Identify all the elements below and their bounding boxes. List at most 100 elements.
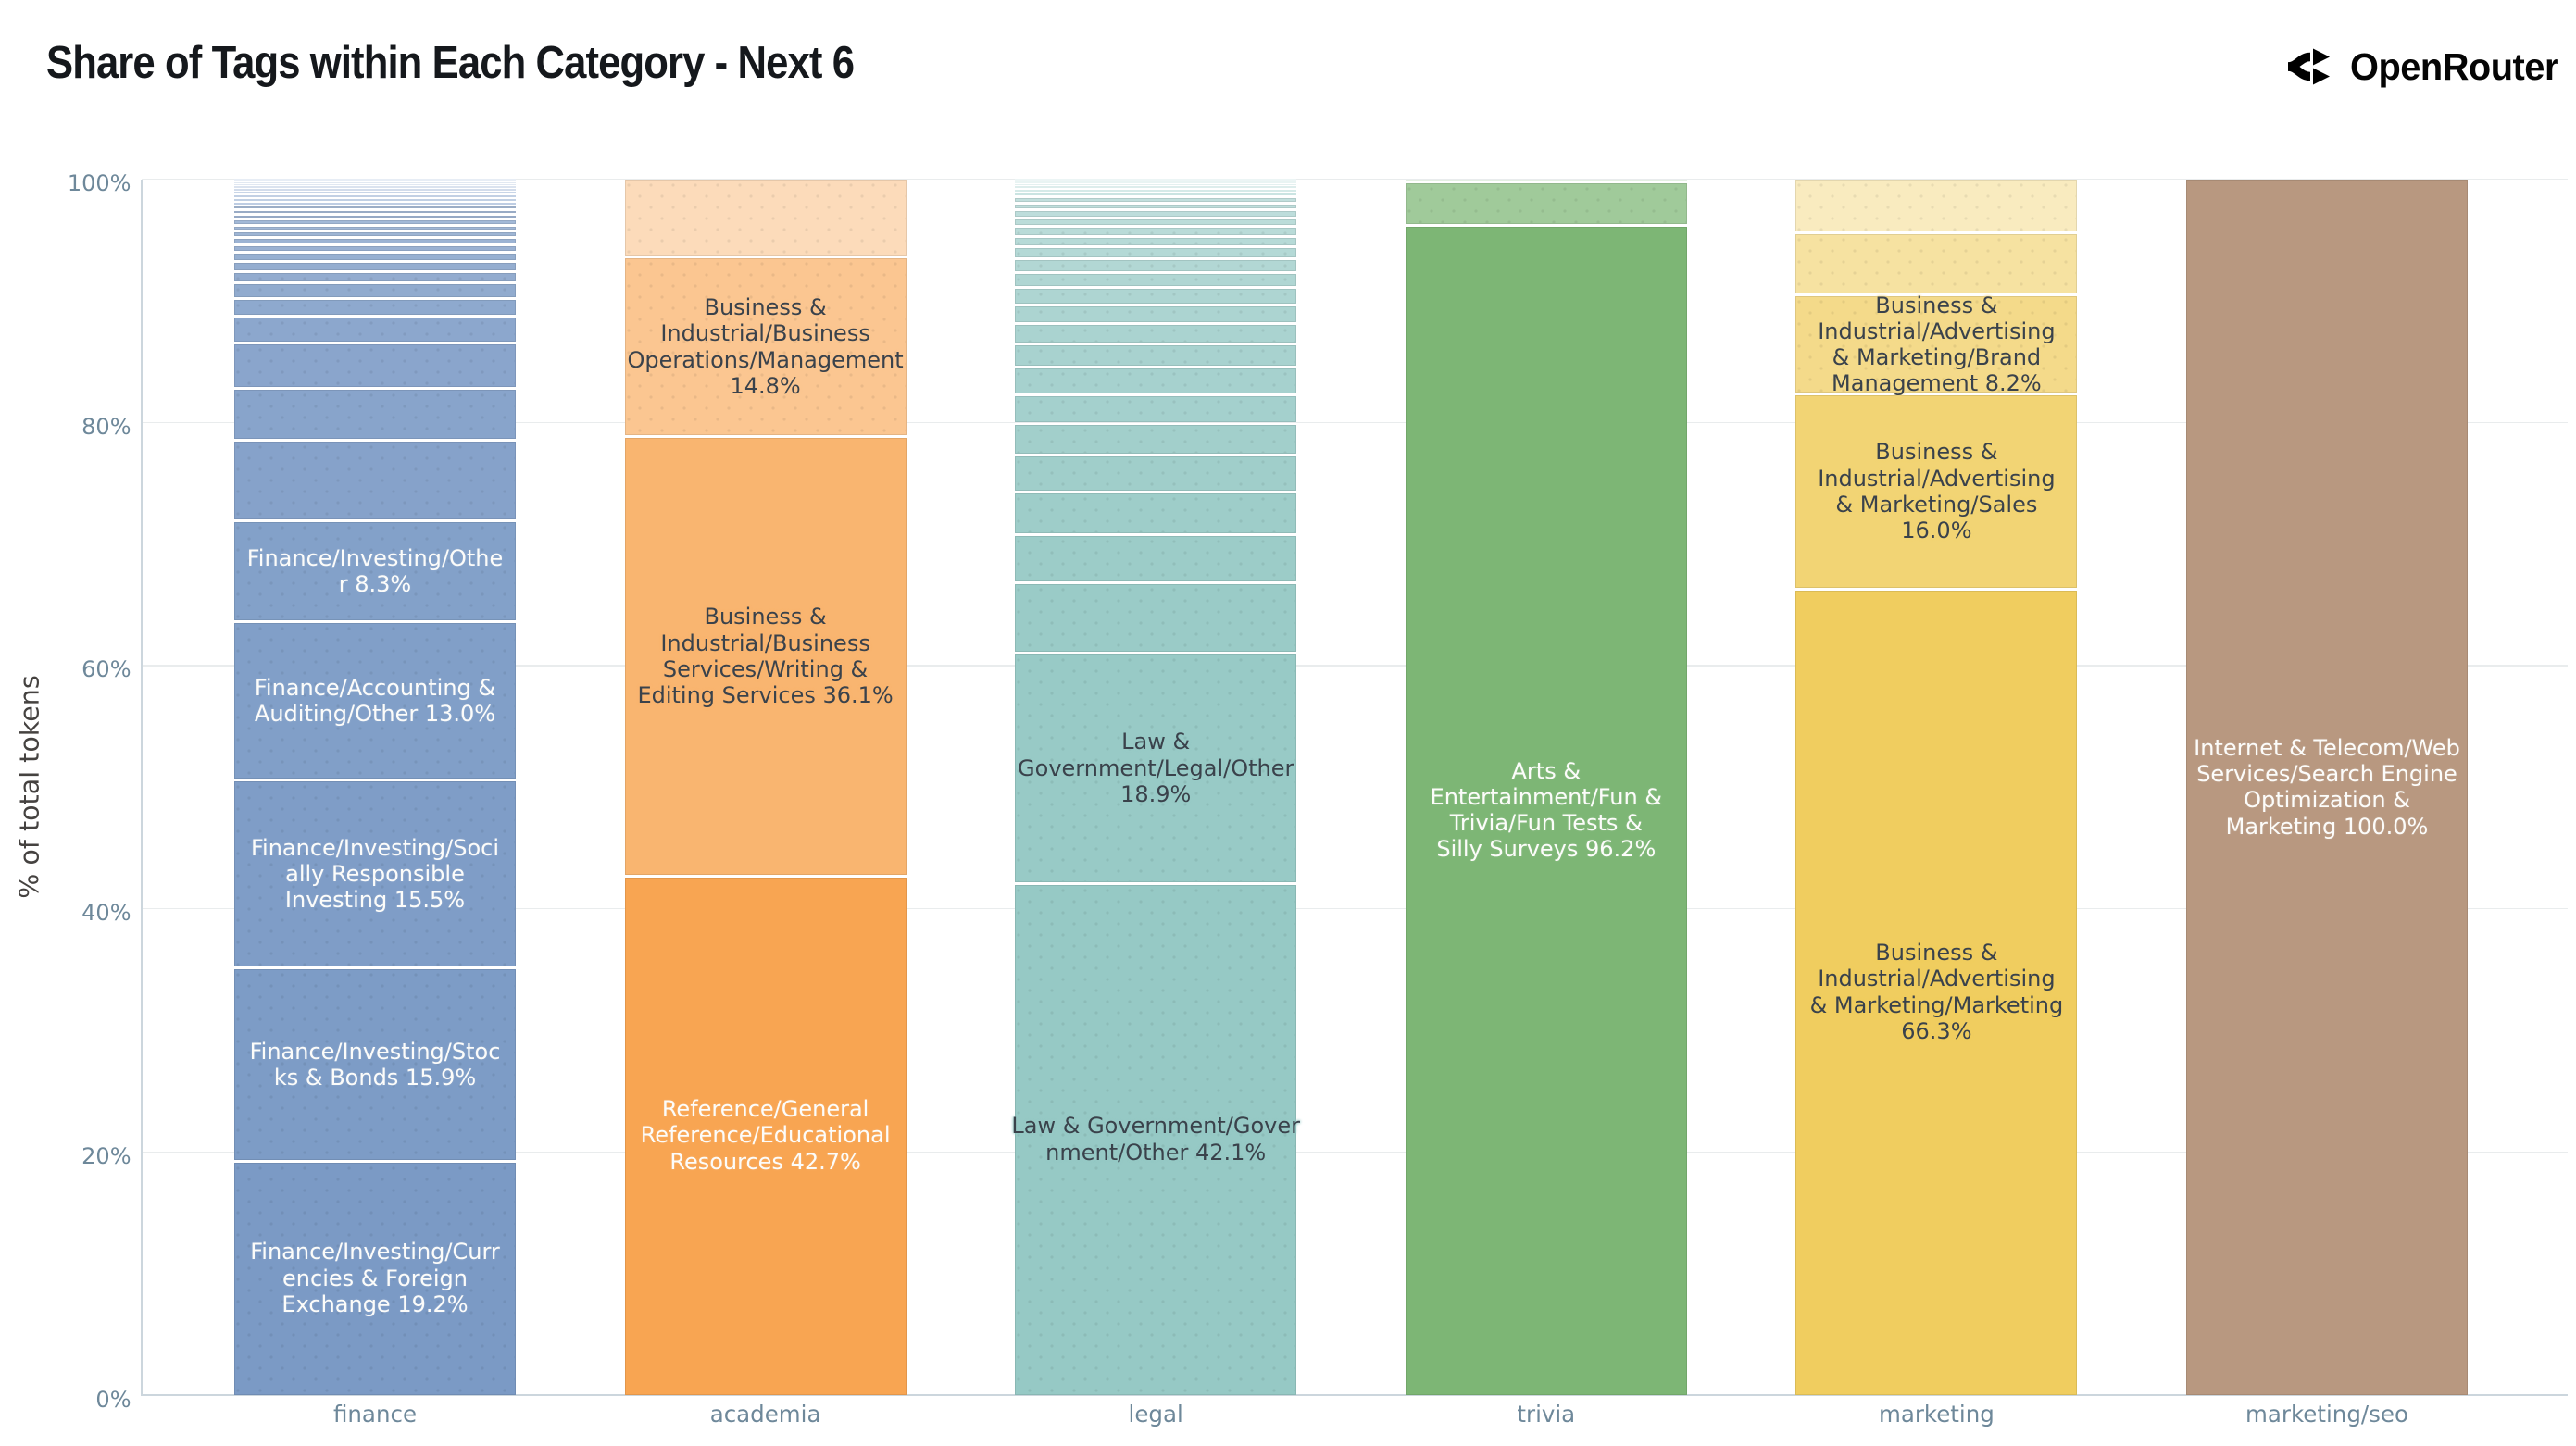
x-tick-label-marketing/seo: marketing/seo (2245, 1401, 2408, 1427)
brand-name: OpenRouter (2350, 44, 2559, 88)
segment-finance-21 (234, 206, 516, 209)
segment-finance-30 (234, 180, 516, 182)
segment-legal-2 (1015, 583, 1297, 653)
segment-academia-2 (624, 258, 907, 436)
segment-legal-26 (1015, 181, 1297, 183)
segment-marketing-4 (1795, 179, 2078, 231)
segment-academia-1 (624, 438, 907, 875)
page-title: Share of Tags within Each Category - Nex… (46, 38, 855, 88)
segment-legal-21 (1015, 197, 1297, 202)
gridline-40% (142, 907, 2568, 910)
segment-finance-32 (234, 179, 516, 181)
segment-marketing-3 (1795, 233, 2078, 293)
y-tick-label-40%: 40% (81, 900, 131, 927)
bar-finance: Finance/Investing/Curr encies & Foreign Ex… (234, 179, 516, 1396)
segment-marketing-1 (1795, 395, 2078, 588)
segment-legal-14 (1015, 260, 1297, 271)
segment-finance-20 (234, 210, 516, 214)
segment-legal-11 (1015, 305, 1297, 322)
segment-finance-24 (234, 194, 516, 197)
segment-legal-5 (1015, 456, 1297, 492)
segment-finance-18 (234, 220, 516, 224)
segment-legal-25 (1015, 183, 1297, 186)
x-tick-label-trivia: trivia (1517, 1401, 1576, 1427)
segment-legal-7 (1015, 395, 1297, 422)
segment-legal-16 (1015, 238, 1297, 246)
segment-legal-24 (1015, 186, 1297, 189)
segment-finance-15 (234, 239, 516, 243)
segment-marketing/seo-0 (2186, 179, 2468, 1395)
segment-legal-10 (1015, 324, 1297, 343)
segment-legal-18 (1015, 219, 1297, 226)
segment-finance-11 (234, 272, 516, 281)
segment-legal-17 (1015, 228, 1297, 236)
segment-legal-27 (1015, 180, 1297, 181)
segment-finance-1 (234, 969, 516, 1161)
segment-academia-3 (624, 179, 907, 256)
segment-trivia-2 (1405, 180, 1687, 181)
y-tick-label-100%: 100% (67, 170, 131, 196)
segment-legal-6 (1015, 424, 1297, 455)
segment-finance-7 (234, 344, 516, 387)
segment-finance-2 (234, 780, 516, 967)
segment-finance-0 (234, 1163, 516, 1395)
segment-academia-0 (624, 877, 907, 1395)
y-axis-title: % of total tokens (14, 675, 45, 899)
segment-legal-23 (1015, 189, 1297, 192)
segment-finance-6 (234, 389, 516, 440)
bar-trivia: Arts & Entertainment/Fun & Trivia/Fun Test… (1405, 180, 1687, 1396)
x-tick-label-marketing: marketing (1878, 1401, 1995, 1427)
gridline-0% (142, 1394, 2568, 1396)
bar-marketing/seo: Internet & Telecom/Web Services/Search En… (2186, 179, 2468, 1395)
gridline-20% (142, 1151, 2568, 1153)
openrouter-logo-icon (2288, 48, 2331, 85)
segment-finance-23 (234, 198, 516, 201)
x-tick-label-legal: legal (1128, 1401, 1183, 1427)
segment-finance-17 (234, 226, 516, 231)
segment-legal-4 (1015, 493, 1297, 534)
bar-legal: Law & Government/Gover nment/Other 42.1% L… (1011, 179, 1300, 1396)
segment-finance-26 (234, 188, 516, 191)
segment-finance-16 (234, 232, 516, 237)
segment-finance-14 (234, 245, 516, 251)
segment-legal-15 (1015, 248, 1297, 258)
segment-legal-28 (1015, 179, 1297, 181)
brand-logo: OpenRouter (2288, 37, 2565, 96)
segment-legal-8 (1015, 368, 1297, 393)
segment-finance-28 (234, 183, 516, 186)
bar-marketing: Business & Industrial/Advertising & Market… (1795, 179, 2078, 1396)
y-tick-label-60%: 60% (81, 656, 131, 683)
segment-finance-29 (234, 181, 516, 184)
y-tick-label-80%: 80% (81, 413, 131, 440)
segment-finance-12 (234, 263, 516, 270)
segment-finance-10 (234, 283, 516, 297)
segment-finance-8 (234, 318, 516, 343)
segment-finance-4 (234, 522, 516, 621)
segment-legal-3 (1015, 536, 1297, 581)
gridline-80% (142, 421, 2568, 423)
gridline-60% (142, 665, 2568, 667)
segment-finance-25 (234, 192, 516, 194)
segment-finance-9 (234, 299, 516, 316)
y-tick-label-0%: 0% (95, 1386, 131, 1413)
segment-legal-0 (1015, 884, 1297, 1395)
segment-marketing-2 (1795, 295, 2078, 393)
y-tick-label-20%: 20% (81, 1142, 131, 1169)
segment-finance-27 (234, 186, 516, 188)
x-tick-label-academia: academia (709, 1401, 821, 1427)
segment-legal-9 (1015, 344, 1297, 367)
segment-finance-5 (234, 442, 516, 520)
segment-legal-19 (1015, 211, 1297, 218)
segment-legal-13 (1015, 273, 1297, 287)
segment-legal-20 (1015, 204, 1297, 209)
segment-finance-22 (234, 202, 516, 205)
segment-legal-1 (1015, 654, 1297, 882)
segment-finance-3 (234, 623, 516, 779)
segment-marketing-0 (1795, 590, 2078, 1395)
y-axis-line (141, 179, 143, 1396)
segment-legal-22 (1015, 193, 1297, 195)
segment-finance-19 (234, 216, 516, 218)
segment-finance-13 (234, 253, 516, 261)
segment-trivia-0 (1405, 226, 1687, 1395)
